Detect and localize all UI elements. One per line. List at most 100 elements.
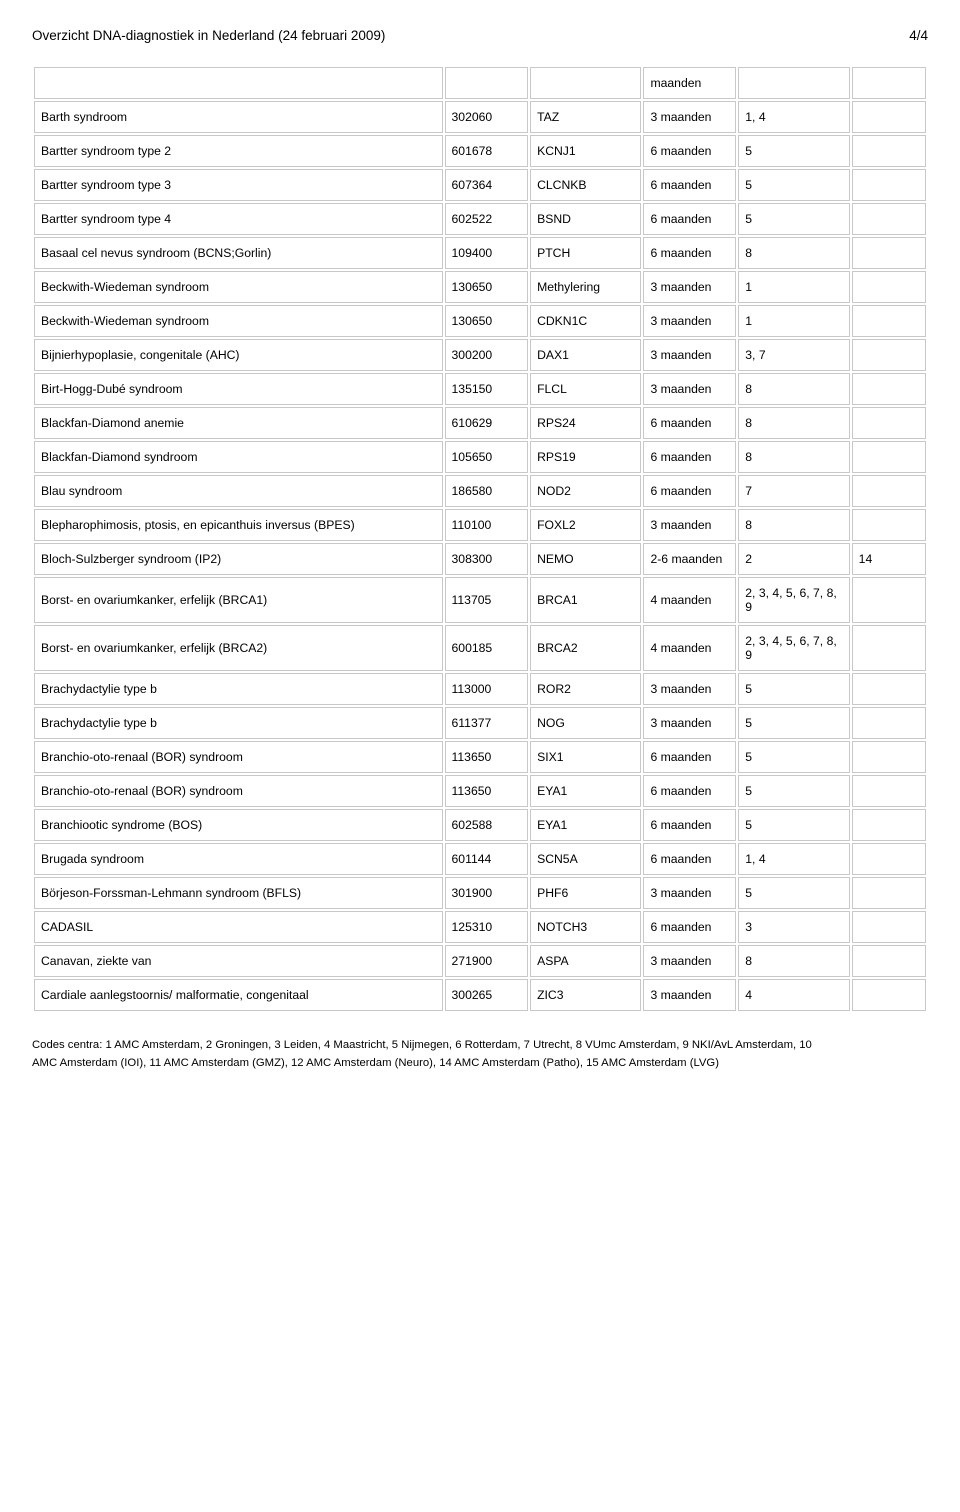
cell-name: Beckwith-Wiedeman syndroom bbox=[34, 305, 443, 337]
cell-centers: 1 bbox=[738, 305, 849, 337]
cell-last bbox=[852, 203, 926, 235]
cell-duration: 4 maanden bbox=[643, 625, 736, 671]
cell-duration: 3 maanden bbox=[643, 305, 736, 337]
table-row: Blackfan-Diamond anemie610629RPS246 maan… bbox=[34, 407, 926, 439]
cell-last bbox=[852, 911, 926, 943]
page-title: Overzicht DNA-diagnostiek in Nederland (… bbox=[32, 28, 385, 43]
cell-gene: CDKN1C bbox=[530, 305, 641, 337]
cell-last bbox=[852, 673, 926, 705]
cell-duration: 6 maanden bbox=[643, 911, 736, 943]
cell-last bbox=[852, 101, 926, 133]
cell-code: 113000 bbox=[445, 673, 529, 705]
cell-name: Beckwith-Wiedeman syndroom bbox=[34, 271, 443, 303]
cell-centers: 8 bbox=[738, 441, 849, 473]
page-header: Overzicht DNA-diagnostiek in Nederland (… bbox=[32, 28, 928, 43]
cell-gene: ASPA bbox=[530, 945, 641, 977]
cell-duration: 6 maanden bbox=[643, 475, 736, 507]
cell-last bbox=[852, 577, 926, 623]
cell-empty bbox=[445, 67, 529, 99]
table-row: Brugada syndroom601144SCN5A6 maanden1, 4 bbox=[34, 843, 926, 875]
cell-last bbox=[852, 475, 926, 507]
cell-name: Brachydactylie type b bbox=[34, 707, 443, 739]
table-row: Bartter syndroom type 3607364CLCNKB6 maa… bbox=[34, 169, 926, 201]
cell-last bbox=[852, 441, 926, 473]
table-row: Basaal cel nevus syndroom (BCNS;Gorlin)1… bbox=[34, 237, 926, 269]
cell-last bbox=[852, 979, 926, 1011]
cell-last bbox=[852, 809, 926, 841]
cell-last bbox=[852, 509, 926, 541]
cell-duration: maanden bbox=[643, 67, 736, 99]
table-row: Branchiootic syndrome (BOS)602588EYA16 m… bbox=[34, 809, 926, 841]
footer-line: Codes centra: 1 AMC Amsterdam, 2 Groning… bbox=[32, 1037, 928, 1055]
cell-empty bbox=[852, 67, 926, 99]
cell-centers: 5 bbox=[738, 809, 849, 841]
cell-gene: KCNJ1 bbox=[530, 135, 641, 167]
cell-centers: 5 bbox=[738, 741, 849, 773]
cell-code: 113650 bbox=[445, 775, 529, 807]
table-row: Bloch-Sulzberger syndroom (IP2)308300NEM… bbox=[34, 543, 926, 575]
cell-duration: 6 maanden bbox=[643, 775, 736, 807]
cell-last bbox=[852, 741, 926, 773]
cell-gene: BRCA2 bbox=[530, 625, 641, 671]
cell-centers: 4 bbox=[738, 979, 849, 1011]
cell-last bbox=[852, 775, 926, 807]
cell-gene: DAX1 bbox=[530, 339, 641, 371]
table-row: Blau syndroom186580NOD26 maanden7 bbox=[34, 475, 926, 507]
cell-duration: 6 maanden bbox=[643, 809, 736, 841]
cell-centers: 7 bbox=[738, 475, 849, 507]
table-row: Cardiale aanlegstoornis/ malformatie, co… bbox=[34, 979, 926, 1011]
cell-centers: 3, 7 bbox=[738, 339, 849, 371]
cell-duration: 3 maanden bbox=[643, 101, 736, 133]
table-row-continuation: maanden bbox=[34, 67, 926, 99]
cell-duration: 6 maanden bbox=[643, 203, 736, 235]
cell-code: 300265 bbox=[445, 979, 529, 1011]
table-row: Barth syndroom302060TAZ3 maanden1, 4 bbox=[34, 101, 926, 133]
cell-last bbox=[852, 843, 926, 875]
cell-last bbox=[852, 339, 926, 371]
cell-last: 14 bbox=[852, 543, 926, 575]
cell-code: 601144 bbox=[445, 843, 529, 875]
cell-gene: FLCL bbox=[530, 373, 641, 405]
cell-name: Brugada syndroom bbox=[34, 843, 443, 875]
cell-duration: 6 maanden bbox=[643, 741, 736, 773]
cell-name: Branchiootic syndrome (BOS) bbox=[34, 809, 443, 841]
cell-gene: NOG bbox=[530, 707, 641, 739]
cell-code: 271900 bbox=[445, 945, 529, 977]
cell-gene: ZIC3 bbox=[530, 979, 641, 1011]
cell-name: Cardiale aanlegstoornis/ malformatie, co… bbox=[34, 979, 443, 1011]
cell-name: Branchio-oto-renaal (BOR) syndroom bbox=[34, 741, 443, 773]
cell-last bbox=[852, 707, 926, 739]
cell-gene: SIX1 bbox=[530, 741, 641, 773]
cell-gene: FOXL2 bbox=[530, 509, 641, 541]
cell-gene: PTCH bbox=[530, 237, 641, 269]
cell-name: Börjeson-Forssman-Lehmann syndroom (BFLS… bbox=[34, 877, 443, 909]
cell-duration: 3 maanden bbox=[643, 945, 736, 977]
cell-duration: 6 maanden bbox=[643, 135, 736, 167]
table-row: Borst- en ovariumkanker, erfelijk (BRCA1… bbox=[34, 577, 926, 623]
cell-gene: Methylering bbox=[530, 271, 641, 303]
table-row: Blepharophimosis, ptosis, en epicanthuis… bbox=[34, 509, 926, 541]
cell-duration: 6 maanden bbox=[643, 169, 736, 201]
table-row: Bartter syndroom type 4602522BSND6 maand… bbox=[34, 203, 926, 235]
cell-last bbox=[852, 169, 926, 201]
cell-code: 110100 bbox=[445, 509, 529, 541]
cell-centers: 5 bbox=[738, 877, 849, 909]
cell-gene: SCN5A bbox=[530, 843, 641, 875]
cell-centers: 2, 3, 4, 5, 6, 7, 8, 9 bbox=[738, 625, 849, 671]
page-number: 4/4 bbox=[909, 28, 928, 43]
cell-gene: BSND bbox=[530, 203, 641, 235]
cell-gene: TAZ bbox=[530, 101, 641, 133]
cell-code: 186580 bbox=[445, 475, 529, 507]
cell-duration: 6 maanden bbox=[643, 843, 736, 875]
table-row: Branchio-oto-renaal (BOR) syndroom113650… bbox=[34, 741, 926, 773]
cell-centers: 2, 3, 4, 5, 6, 7, 8, 9 bbox=[738, 577, 849, 623]
footer-line: AMC Amsterdam (IOI), 11 AMC Amsterdam (G… bbox=[32, 1055, 928, 1073]
cell-gene: NOTCH3 bbox=[530, 911, 641, 943]
cell-last bbox=[852, 373, 926, 405]
cell-duration: 3 maanden bbox=[643, 673, 736, 705]
cell-name: Birt-Hogg-Dubé syndroom bbox=[34, 373, 443, 405]
table-row: Beckwith-Wiedeman syndroom130650CDKN1C3 … bbox=[34, 305, 926, 337]
cell-gene: ROR2 bbox=[530, 673, 641, 705]
cell-gene: NEMO bbox=[530, 543, 641, 575]
cell-empty bbox=[34, 67, 443, 99]
